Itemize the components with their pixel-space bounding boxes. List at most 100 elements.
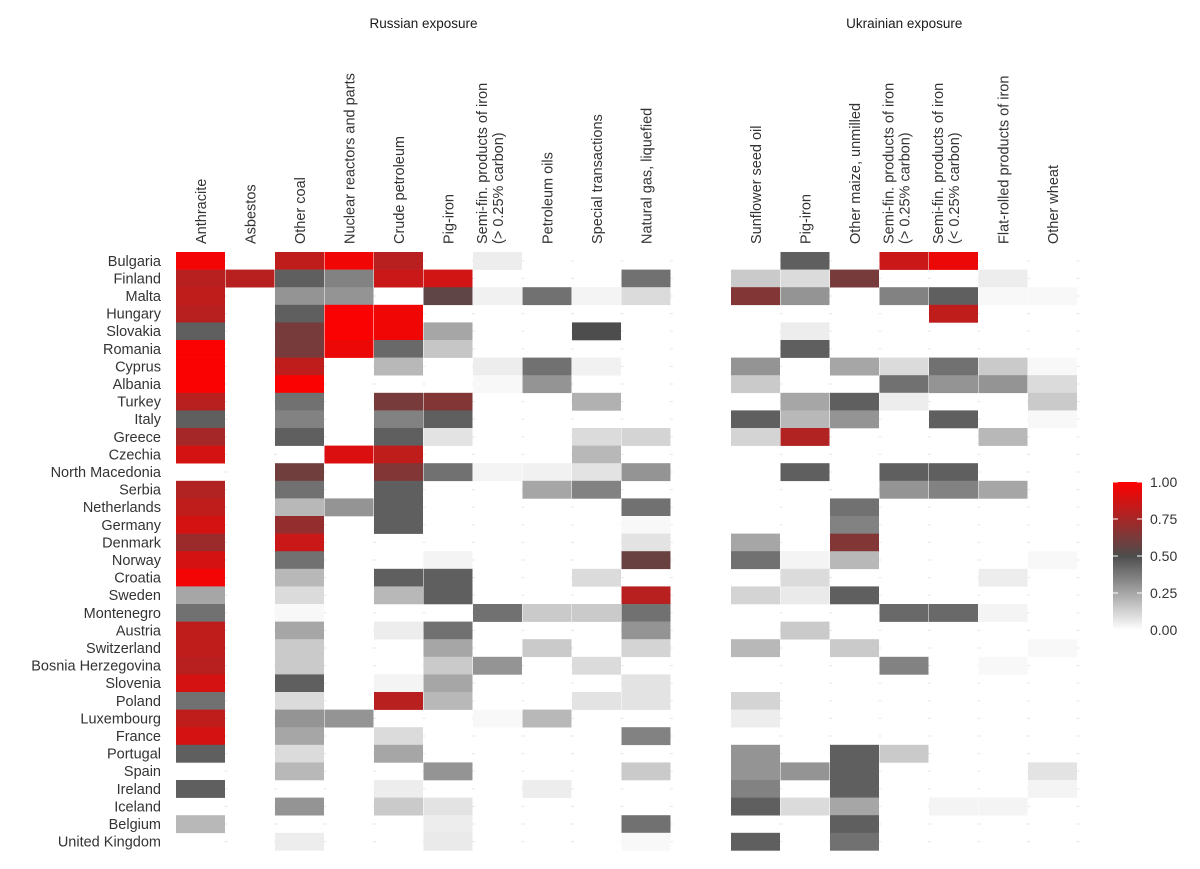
heatmap-cell bbox=[275, 692, 324, 710]
heatmap-cell bbox=[275, 586, 324, 605]
panel-title: Ukrainian exposure bbox=[846, 16, 962, 31]
heatmap-cell bbox=[780, 428, 830, 446]
heatmap-cell bbox=[1028, 375, 1077, 394]
heatmap-cell bbox=[275, 322, 324, 341]
country-label: Hungary bbox=[106, 307, 162, 323]
heatmap-cell bbox=[374, 516, 423, 534]
heatmap-cell bbox=[929, 375, 978, 394]
heatmap-cell bbox=[275, 639, 324, 658]
heatmap-cell bbox=[324, 322, 374, 341]
heatmap-cell bbox=[929, 252, 978, 270]
heatmap-cell bbox=[176, 357, 225, 376]
country-label: France bbox=[116, 729, 161, 745]
heatmap-cell bbox=[929, 480, 978, 499]
heatmap-cell bbox=[572, 445, 621, 464]
heatmap-cell bbox=[176, 375, 225, 394]
heatmap-cell bbox=[275, 551, 324, 570]
heatmap-cell bbox=[830, 797, 879, 816]
country-label: Malta bbox=[126, 289, 162, 305]
heatmap-cell bbox=[830, 516, 879, 534]
heatmap-cell bbox=[731, 269, 780, 288]
heatmap-cell bbox=[423, 692, 473, 710]
heatmap-cell bbox=[374, 568, 423, 587]
country-label: Iceland bbox=[114, 799, 161, 815]
product-label: Semi-fin. products of iron(> 0.25% carbo… bbox=[881, 83, 913, 244]
heatmap-cell bbox=[830, 498, 879, 517]
heatmap-cell bbox=[275, 480, 324, 499]
country-label: Netherlands bbox=[83, 500, 161, 516]
heatmap-cell bbox=[830, 533, 879, 552]
heatmap-cell bbox=[225, 269, 275, 288]
heatmap-cell bbox=[830, 586, 879, 605]
heatmap-cell bbox=[879, 744, 929, 763]
heatmap-cell bbox=[879, 357, 929, 376]
heatmap-cell bbox=[621, 832, 671, 851]
heatmap-cell bbox=[423, 621, 473, 640]
heatmap-cell bbox=[374, 780, 423, 798]
country-label: Romania bbox=[103, 342, 162, 358]
heatmap-cell bbox=[176, 410, 225, 429]
heatmap-cell bbox=[978, 656, 1028, 675]
heatmap-cell bbox=[374, 357, 423, 376]
product-label: Other coal bbox=[293, 177, 309, 244]
heatmap-cell bbox=[275, 709, 324, 728]
country-label: Bulgaria bbox=[108, 254, 162, 270]
heatmap-cell bbox=[830, 410, 879, 429]
heatmap-cell bbox=[731, 586, 780, 605]
heatmap-cell bbox=[522, 639, 572, 658]
heatmap-cell bbox=[572, 322, 621, 341]
heatmap-cell bbox=[780, 410, 830, 429]
heatmap-cell bbox=[978, 480, 1028, 499]
heatmap-cell bbox=[731, 428, 780, 446]
product-label: Natural gas, liquefied bbox=[639, 108, 655, 244]
heatmap-cell bbox=[572, 357, 621, 376]
heatmap-cell bbox=[374, 498, 423, 517]
heatmap-cell bbox=[978, 287, 1028, 306]
heatmap-cell bbox=[324, 252, 374, 270]
heatmap-cell bbox=[879, 463, 929, 482]
heatmap-cell bbox=[324, 340, 374, 358]
heatmap-cell bbox=[731, 375, 780, 394]
country-label: Czechia bbox=[109, 447, 162, 463]
heatmap-cell bbox=[780, 621, 830, 640]
heatmap-cell bbox=[176, 639, 225, 658]
heatmap-cell bbox=[780, 551, 830, 570]
heatmap-cell bbox=[423, 674, 473, 693]
colorbar-tick-label: 0.50 bbox=[1150, 548, 1177, 564]
heatmap-cell bbox=[176, 516, 225, 534]
heatmap-cell bbox=[473, 656, 522, 675]
heatmap-cell bbox=[731, 533, 780, 552]
country-label: Finland bbox=[113, 271, 161, 287]
heatmap-cell bbox=[621, 287, 671, 306]
heatmap-cell bbox=[275, 252, 324, 270]
panel-title: Russian exposure bbox=[369, 16, 477, 31]
heatmap-cell bbox=[374, 410, 423, 429]
heatmap-cell bbox=[830, 551, 879, 570]
heatmap-cell bbox=[978, 797, 1028, 816]
heatmap-cell bbox=[621, 551, 671, 570]
heatmap-cell bbox=[176, 815, 225, 834]
heatmap-cell bbox=[1028, 287, 1077, 306]
country-label: Poland bbox=[116, 694, 161, 710]
heatmap-cell bbox=[522, 375, 572, 394]
heatmap-cell bbox=[830, 815, 879, 834]
heatmap-cell bbox=[621, 498, 671, 517]
product-label: Petroleum oils bbox=[540, 152, 556, 244]
heatmap-cell bbox=[473, 709, 522, 728]
heatmap-cell bbox=[879, 392, 929, 411]
heatmap-cell bbox=[176, 551, 225, 570]
heatmap-cell bbox=[731, 639, 780, 658]
country-label: Turkey bbox=[117, 395, 162, 411]
heatmap-cell bbox=[275, 533, 324, 552]
heatmap-cell bbox=[522, 604, 572, 622]
heatmap-cell bbox=[374, 692, 423, 710]
country-label: Cyprus bbox=[115, 359, 161, 375]
heatmap-cell bbox=[830, 744, 879, 763]
heatmap-cell bbox=[423, 551, 473, 570]
heatmap-cell bbox=[1028, 551, 1077, 570]
heatmap-cell bbox=[176, 674, 225, 693]
heatmap-cell bbox=[423, 832, 473, 851]
country-label: North Macedonia bbox=[51, 465, 162, 481]
heatmap-cell bbox=[176, 498, 225, 517]
heatmap-cell bbox=[621, 621, 671, 640]
